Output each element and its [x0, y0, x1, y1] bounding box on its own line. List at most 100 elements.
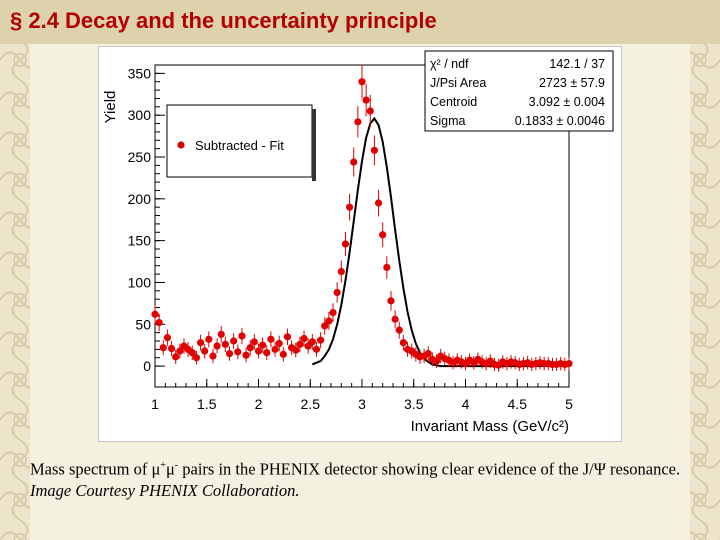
stats-label: J/Psi Area: [430, 76, 486, 90]
data-point: [151, 310, 159, 318]
data-point: [325, 317, 333, 325]
figure-caption: Mass spectrum of μ+μ- pairs in the PHENI…: [30, 455, 710, 501]
stats-label: Sigma: [430, 114, 465, 128]
y-tick-label: 0: [143, 358, 151, 374]
data-point: [432, 357, 441, 365]
data-point: [333, 288, 341, 297]
data-point: [163, 334, 172, 342]
data-point: [370, 146, 379, 154]
data-point: [345, 203, 354, 211]
data-point: [159, 344, 167, 352]
data-point: [337, 267, 345, 276]
data-point: [213, 342, 221, 350]
stats-value: 2723 ± 57.9: [539, 76, 605, 90]
legend-label: Subtracted - Fit: [195, 138, 284, 153]
data-point: [354, 118, 362, 126]
data-point: [271, 345, 279, 353]
caption-sup-plus: +: [160, 460, 166, 471]
data-point: [201, 347, 209, 355]
data-point: [196, 339, 205, 347]
data-point: [329, 308, 337, 317]
data-point: [424, 349, 432, 358]
data-point: [250, 338, 258, 346]
data-point: [205, 335, 213, 343]
data-point: [225, 349, 234, 358]
y-tick-label: 350: [128, 65, 152, 81]
data-point: [246, 344, 254, 352]
y-tick-label: 200: [128, 191, 152, 207]
x-axis-label: Invariant Mass (GeV/c²): [411, 418, 569, 435]
data-point: [399, 339, 407, 347]
data-point: [176, 347, 184, 355]
x-tick-label: 1: [151, 396, 159, 412]
data-point: [292, 346, 300, 354]
x-tick-label: 4: [462, 396, 470, 412]
stats-value: 0.1833 ± 0.0046: [515, 114, 605, 128]
title-bar: § 2.4 Decay and the uncertainty principl…: [0, 0, 720, 44]
data-point: [300, 334, 308, 343]
x-tick-label: 3: [358, 396, 366, 412]
data-point: [350, 158, 358, 166]
stats-label: Centroid: [430, 95, 477, 109]
data-point: [242, 351, 250, 359]
data-point: [209, 352, 217, 360]
data-point: [155, 319, 163, 327]
fit-curve: [311, 116, 569, 368]
data-point: [254, 347, 263, 355]
data-point: [172, 353, 180, 361]
y-tick-label: 50: [135, 316, 151, 332]
caption-credit: Image Courtesy PHENIX Collaboration.: [30, 480, 300, 500]
data-point: [308, 338, 316, 346]
data-point: [234, 348, 242, 356]
y-tick-label: 300: [128, 107, 152, 123]
data-point: [312, 345, 321, 353]
data-point: [395, 326, 403, 334]
data-point: [379, 231, 387, 239]
stats-box: [424, 50, 614, 132]
x-tick-label: 5: [565, 396, 573, 412]
data-point: [221, 340, 229, 348]
data-point: [167, 344, 176, 353]
data-point: [259, 341, 267, 349]
legend-shadow: [312, 109, 316, 181]
data-point: [366, 107, 374, 115]
x-tick-label: 2: [255, 396, 263, 412]
data-point: [230, 337, 238, 345]
slide-title: § 2.4 Decay and the uncertainty principl…: [10, 8, 437, 33]
data-point: [565, 359, 573, 368]
x-tick-label: 4.5: [508, 396, 528, 412]
data-point: [317, 336, 325, 344]
data-point: [275, 339, 283, 348]
data-point: [188, 349, 196, 357]
data-point: [321, 322, 329, 330]
data-point: [387, 297, 395, 305]
stats-value: 3.092 ± 0.004: [529, 95, 605, 109]
stats-label: χ² / ndf: [430, 57, 469, 71]
data-point: [263, 349, 271, 357]
data-point: [296, 340, 304, 348]
data-point: [192, 354, 200, 362]
y-axis-label: Yield: [102, 91, 119, 124]
data-point: [341, 240, 350, 248]
mass-spectrum-chart: 1 1.5 2 2.5 3 3.5 4 4.5 5050100150200250300350In…: [102, 50, 614, 435]
data-point: [383, 263, 391, 271]
caption-sup-minus: -: [174, 460, 179, 471]
caption-text-2: μ: [165, 459, 175, 479]
stats-value: 142.1 / 37: [549, 57, 605, 71]
x-tick-label: 3.5: [404, 396, 424, 412]
data-point: [279, 350, 287, 358]
data-point: [267, 335, 275, 343]
y-tick-label: 150: [128, 233, 152, 249]
data-point: [238, 332, 246, 340]
caption-text-1: Mass spectrum of μ: [30, 459, 161, 479]
data-point: [358, 78, 366, 86]
legend-marker: [177, 141, 185, 149]
data-point: [283, 333, 292, 341]
plot-frame: 1 1.5 2 2.5 3 3.5 4 4.5 5 0 50 100 150 200 250 300 350 In…: [98, 46, 622, 442]
y-tick-label: 100: [128, 274, 152, 290]
y-tick-label: 250: [128, 149, 152, 165]
caption-text-3: pairs in the PHENIX detector showing cle…: [178, 459, 681, 479]
x-tick-label: 2.5: [301, 396, 321, 412]
data-point: [362, 96, 370, 104]
data-point: [391, 315, 399, 323]
